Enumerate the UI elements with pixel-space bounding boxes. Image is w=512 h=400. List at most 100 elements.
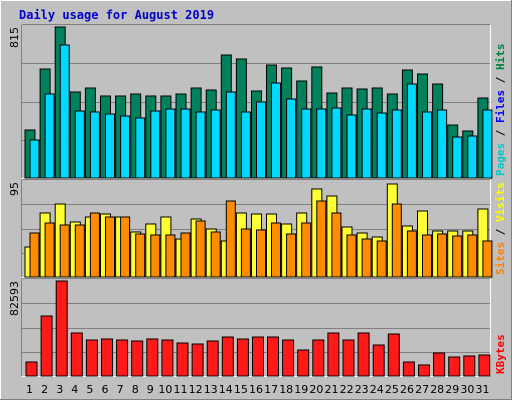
legend-separator: / [494,123,507,143]
bar-sites-day-2 [44,222,55,278]
bar-kbytes-day-24 [372,344,385,377]
bar-files-day-14 [225,91,236,179]
bar-sites-day-6 [105,216,115,278]
bar-kbytes-day-21 [327,332,340,377]
bar-files-day-30 [467,135,478,179]
legend-item: Files [494,90,507,123]
bar-files-day-25 [391,109,402,179]
bar-sites-day-24 [376,240,387,278]
legend-item: Hits [494,44,507,71]
x-tick-label: 21 [325,383,339,396]
bar-files-day-7 [120,115,131,179]
chart-panels: 815 Pages / Files / Hits 95 Sites / Visits 8… [8,24,507,377]
bar-sites-day-19 [301,222,312,278]
bar-kbytes-day-15 [236,338,249,377]
bar-sites-day-3 [59,224,70,278]
panel-sites-visits: 95 Sites / Visits [8,179,507,278]
x-tick-label: 29 [445,383,459,396]
bar-kbytes-day-6 [101,338,113,377]
bar-kbytes-day-16 [252,336,264,377]
legend-separator: / [494,222,507,242]
bar-kbytes-day-11 [176,342,189,377]
bar-sites-day-1 [29,232,40,278]
x-tick-label: 27 [415,383,429,396]
bar-kbytes-day-3 [55,280,68,377]
bar-sites-day-9 [150,234,161,278]
bar-files-day-18 [286,98,297,179]
bar-kbytes-day-18 [282,339,295,377]
bar-files-day-17 [271,82,281,179]
bar-sites-day-18 [286,233,297,278]
bar-sites-day-20 [316,200,327,278]
bar-files-day-13 [210,109,221,179]
y-max-label: 815 [8,27,21,48]
x-tick-label: 28 [430,383,444,396]
x-tick-label: 12 [189,383,203,396]
legend-pages-files-hits: Pages / Files / Hits [494,44,507,177]
x-tick-label: 24 [370,383,384,396]
x-tick-label: 10 [158,383,172,396]
bar-files-day-4 [74,110,85,179]
bar-files-day-11 [180,108,191,179]
bar-kbytes-day-26 [402,361,415,377]
bar-sites-day-23 [361,238,372,278]
x-tick-label: 19 [294,383,308,396]
series-kbytes [25,280,491,377]
x-tick-label: 3 [56,383,63,396]
bar-kbytes-day-17 [267,336,279,377]
bar-files-day-6 [105,113,115,179]
bar-sites-day-22 [346,234,357,278]
bar-kbytes-day-13 [206,340,219,377]
x-tick-label: 18 [279,383,293,396]
bar-kbytes-day-28 [433,352,446,377]
bar-files-day-27 [422,111,432,179]
bar-kbytes-day-5 [85,339,98,377]
x-tick-label: 15 [234,383,248,396]
x-tick-label: 25 [385,383,399,396]
bar-sites-day-30 [467,234,478,278]
bar-kbytes-day-25 [387,333,400,377]
legend-sites-visits: Sites / Visits [494,182,507,275]
x-tick-label: 5 [86,383,93,396]
legend-item: Pages [494,143,507,176]
x-axis: 1 2 3 4 5 6 7 8 9 10 11 12 13 14 15 16 17 18 19 20 21 22 23 24 2… [26,383,490,396]
bar-kbytes-day-29 [448,356,461,377]
x-tick-label: 17 [264,383,278,396]
bar-files-day-29 [452,136,463,179]
bar-files-day-9 [150,110,161,179]
bar-sites-day-5 [89,212,100,278]
bar-kbytes-day-10 [161,339,174,377]
x-tick-label: 13 [204,383,218,396]
bar-kbytes-day-12 [191,343,204,377]
bar-kbytes-day-14 [221,336,234,377]
series-sites [29,200,493,278]
x-tick-label: 16 [249,383,263,396]
bar-kbytes-day-7 [116,339,129,377]
bar-sites-day-10 [165,234,176,278]
x-tick-label: 8 [132,383,139,396]
bar-sites-day-13 [210,231,221,278]
bar-files-day-5 [89,111,100,179]
x-tick-label: 4 [71,383,78,396]
x-tick-label: 9 [147,383,154,396]
legend-separator: / [494,70,507,90]
x-tick-label: 7 [117,383,124,396]
bar-sites-day-12 [195,220,206,278]
bar-files-day-15 [240,111,251,179]
bar-sites-day-8 [135,233,146,278]
x-tick-label: 1 [26,383,33,396]
bar-files-day-10 [165,108,176,179]
legend-item: KBytes [494,334,507,374]
series-files [29,44,493,179]
bar-sites-day-26 [406,230,417,278]
x-tick-label: 20 [309,383,323,396]
bar-kbytes-day-8 [131,340,144,377]
x-tick-label: 31 [476,383,490,396]
bar-files-day-8 [135,117,146,179]
bar-files-day-28 [437,109,448,179]
bar-sites-day-21 [331,212,342,278]
bar-files-day-3 [59,44,70,179]
x-tick-label: 23 [355,383,369,396]
chart-title: Daily usage for August 2019 [19,8,214,22]
bar-files-day-24 [376,112,387,179]
